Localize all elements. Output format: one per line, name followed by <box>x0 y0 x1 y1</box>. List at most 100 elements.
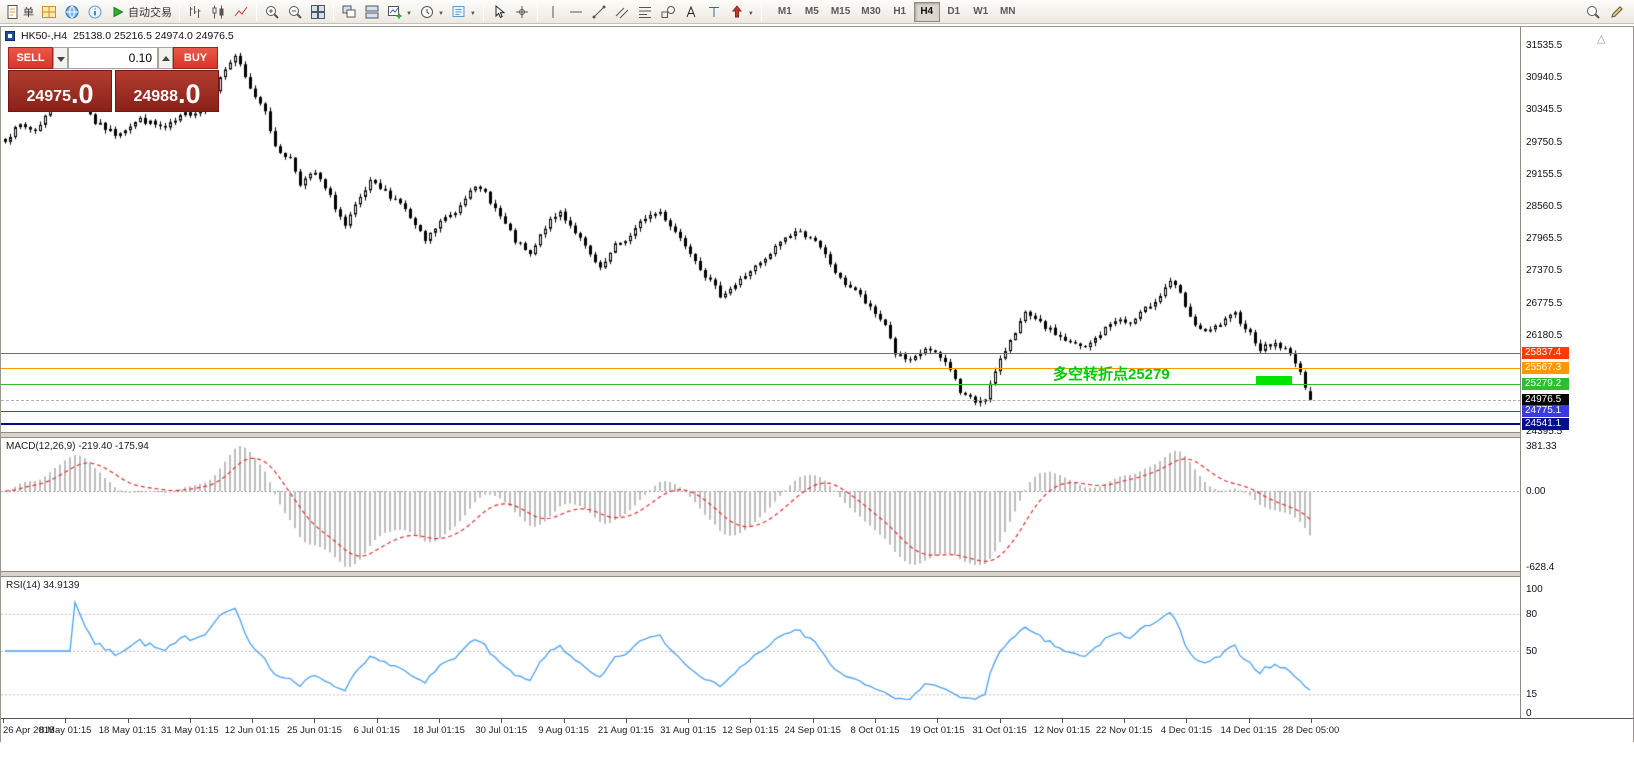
horizontal-line[interactable] <box>1 399 1521 401</box>
fibonacci-button[interactable] <box>634 1 656 22</box>
horizontal-line-icon <box>568 4 584 20</box>
price-axis[interactable]: 31535.5 30940.5 30345.5 29750.5 29155.5 28560… <box>1520 27 1633 719</box>
chart-annotation-text[interactable]: 多空转折点25279 <box>1053 366 1170 383</box>
time-tick <box>65 719 67 723</box>
price-tick-label: 30345.5 <box>1526 104 1563 116</box>
sell-price-main: 24975 <box>26 88 71 105</box>
timeframe-m15[interactable]: M15 <box>826 2 855 22</box>
buy-button[interactable]: BUY <box>173 47 218 69</box>
volume-decrease-button[interactable] <box>53 47 68 69</box>
equidistant-channel-button[interactable] <box>611 1 633 22</box>
new-chart-button[interactable] <box>384 1 415 22</box>
volume-input[interactable] <box>68 47 158 69</box>
timeframe-w1[interactable]: W1 <box>968 2 994 22</box>
horizontal-line[interactable] <box>1 422 1521 425</box>
toolbar-right-group <box>1582 1 1632 22</box>
crosshair-button[interactable] <box>511 1 533 22</box>
time-tick <box>376 719 378 723</box>
text-label-button[interactable] <box>703 1 725 22</box>
price-tag: 24775.1 <box>1522 404 1569 417</box>
main-chart-canvas[interactable] <box>1 27 1521 432</box>
horizontal-line-button[interactable] <box>565 1 587 22</box>
horizontal-line[interactable] <box>1 367 1521 369</box>
vertical-line-button[interactable] <box>542 1 564 22</box>
cascade-windows-button[interactable] <box>338 1 360 22</box>
tile-windows-button[interactable] <box>307 1 329 22</box>
timeframe-d1[interactable]: D1 <box>941 2 967 22</box>
text-button[interactable] <box>680 1 702 22</box>
sell-button[interactable]: SELL <box>8 47 53 69</box>
time-label: 31 Aug 01:15 <box>660 725 717 736</box>
data-window-button[interactable] <box>84 1 106 22</box>
horizontal-line[interactable] <box>1 383 1521 385</box>
zoom-out-icon <box>287 4 303 20</box>
new-order-button[interactable]: 单 <box>2 1 37 22</box>
line-chart-icon <box>233 4 249 20</box>
timeframe-m30[interactable]: M30 <box>856 2 885 22</box>
charts-button[interactable] <box>38 1 60 22</box>
period-icon <box>419 4 435 20</box>
volume-increase-button[interactable] <box>158 47 173 69</box>
cursor-button[interactable] <box>488 1 510 22</box>
edit-icon <box>1609 4 1625 20</box>
shapes-button[interactable] <box>657 1 679 22</box>
candlestick-chart-button[interactable] <box>207 1 229 22</box>
time-axis[interactable]: 26 Apr 2018 8 May 01:15 18 May 01:15 31 May… <box>1 718 1633 742</box>
rsi-canvas[interactable] <box>1 577 1521 718</box>
sell-price-display[interactable]: 24975.0 <box>8 70 112 112</box>
time-tick <box>563 719 565 723</box>
trendline-icon <box>591 4 607 20</box>
autotrading-button-label: 自动交易 <box>128 6 172 19</box>
new-order-button-label: 单 <box>23 6 34 19</box>
line-chart-button[interactable] <box>230 1 252 22</box>
search-button[interactable] <box>1582 1 1604 22</box>
chart-shift-icon[interactable] <box>1597 32 1605 45</box>
cascade-windows-icon <box>341 4 357 20</box>
price-tick-label: 26180.5 <box>1526 329 1563 341</box>
zoom-in-icon <box>264 4 280 20</box>
tile-horizontal-icon <box>364 4 380 20</box>
time-tick <box>937 719 939 723</box>
horizontal-line[interactable] <box>1 410 1521 412</box>
time-label: 30 Jul 01:15 <box>475 725 528 736</box>
edit-button[interactable] <box>1606 1 1628 22</box>
time-label: 22 Nov 01:15 <box>1095 725 1153 736</box>
equidistant-channel-icon <box>614 4 630 20</box>
time-tick <box>501 719 503 723</box>
templates-button[interactable] <box>448 1 479 22</box>
toolbar-separator <box>536 2 538 21</box>
autotrading-button[interactable]: 自动交易 <box>107 1 175 22</box>
timeframe-m5[interactable]: M5 <box>799 2 825 22</box>
zoom-in-button[interactable] <box>261 1 283 22</box>
tile-horizontal-button[interactable] <box>361 1 383 22</box>
data-window-icon <box>87 4 103 20</box>
pane-splitter[interactable] <box>1 571 1633 577</box>
time-label: 31 Oct 01:15 <box>972 725 1027 736</box>
toolbar-separator <box>333 2 334 21</box>
macd-canvas[interactable] <box>1 438 1521 571</box>
timeframe-h1[interactable]: H1 <box>887 2 913 22</box>
horizontal-line[interactable] <box>1 353 1521 355</box>
pane-splitter[interactable] <box>1 432 1633 438</box>
time-tick <box>1248 719 1250 723</box>
time-label: 21 Aug 01:15 <box>597 725 654 736</box>
toolbar-separator <box>179 2 180 21</box>
periods-button[interactable] <box>416 1 447 22</box>
toolbar-separator <box>256 2 257 21</box>
trendline-button[interactable] <box>588 1 610 22</box>
buy-price-display[interactable]: 24988.0 <box>115 70 219 112</box>
timeframe-mn[interactable]: MN <box>995 2 1021 22</box>
price-tick-label: 24395.5 <box>1526 426 1563 438</box>
time-tick <box>875 719 876 723</box>
zoom-out-button[interactable] <box>284 1 306 22</box>
highlight-rectangle[interactable] <box>1256 376 1292 385</box>
market-watch-button[interactable] <box>61 1 83 22</box>
arrows-button[interactable] <box>726 1 757 22</box>
price-tick-label: 29750.5 <box>1526 136 1563 148</box>
time-label: 9 Aug 01:15 <box>538 725 589 736</box>
toolbar-separator <box>482 2 484 21</box>
timeframe-h4[interactable]: H4 <box>913 1 940 22</box>
bar-chart-button[interactable] <box>184 1 206 22</box>
timeframe-m1[interactable]: M1 <box>772 2 798 22</box>
autotrading-icon <box>110 4 126 20</box>
